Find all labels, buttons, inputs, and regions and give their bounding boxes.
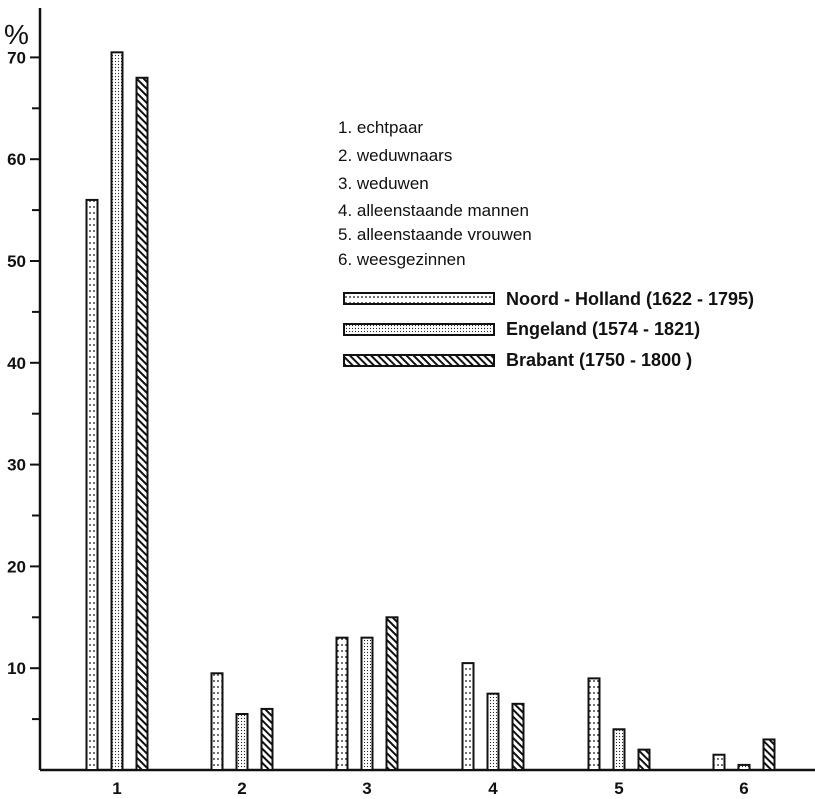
- y-axis-unit-label: %: [4, 19, 29, 50]
- bar-2-cat-4: [486, 692, 500, 772]
- bar-2-cat-5: [612, 728, 626, 772]
- category-key: 1. echtpaar 2. weduwnaars 3. weduwen 4. …: [338, 118, 532, 269]
- x-tick-label: 3: [362, 779, 371, 798]
- x-ticks: 1 2 3 4 5 6: [112, 779, 748, 798]
- legend-label-noord-holland: Noord - Holland (1622 - 1795): [506, 289, 754, 309]
- y-tick-label: 20: [7, 557, 26, 576]
- bar-1-cat-5: [587, 677, 601, 772]
- y-axis: 10 20 30 40 50 60 70 %: [4, 8, 42, 770]
- bar-2-cat-6: [737, 763, 751, 771]
- category-key-item-3: 3. weduwen: [338, 174, 429, 193]
- y-tick-label: 50: [7, 252, 26, 271]
- bars: [85, 51, 776, 772]
- category-key-item-5: 5. alleenstaande vrouwen: [338, 225, 532, 244]
- legend-swatch-noord-holland: [343, 292, 495, 305]
- x-tick-label: 1: [112, 779, 121, 798]
- category-key-item-6: 6. weesgezinnen: [338, 250, 466, 269]
- bar-3-cat-3: [385, 616, 399, 771]
- bar-1-cat-1: [85, 198, 99, 772]
- bar-2-cat-2: [235, 713, 249, 772]
- bar-3-cat-5: [637, 748, 651, 772]
- bar-2-cat-3: [360, 636, 374, 771]
- bar-3-cat-4: [511, 702, 525, 772]
- x-tick-label: 5: [614, 779, 623, 798]
- series-legend: Noord - Holland (1622 - 1795) Engeland (…: [343, 289, 754, 370]
- x-axis: 1 2 3 4 5 6: [40, 768, 815, 798]
- bar-1-cat-6: [712, 753, 726, 771]
- legend: 1. echtpaar 2. weduwnaars 3. weduwen 4. …: [338, 118, 754, 370]
- legend-label-brabant: Brabant (1750 - 1800 ): [506, 350, 692, 370]
- x-tick-label: 2: [237, 779, 246, 798]
- category-key-item-1: 1. echtpaar: [338, 118, 423, 137]
- bar-1-cat-4: [461, 662, 475, 771]
- bar-3-cat-2: [260, 707, 274, 771]
- bar-1-cat-3: [335, 636, 349, 771]
- legend-swatch-engeland: [343, 323, 495, 336]
- category-key-item-2: 2. weduwnaars: [338, 146, 452, 165]
- legend-label-engeland: Engeland (1574 - 1821): [506, 319, 700, 339]
- bar-1-cat-2: [210, 672, 224, 771]
- bar-3-cat-6: [762, 738, 776, 772]
- y-tick-label: 10: [7, 659, 26, 678]
- category-key-item-4: 4. alleenstaande mannen: [338, 201, 529, 220]
- x-tick-label: 4: [488, 779, 498, 798]
- y-tick-label: 40: [7, 354, 26, 373]
- y-tick-label: 70: [7, 48, 26, 67]
- legend-swatch-brabant: [343, 354, 495, 367]
- bar-2-cat-1: [110, 51, 124, 772]
- y-ticks: 10 20 30 40 50 60 70: [7, 48, 40, 721]
- bar-3-cat-1: [135, 76, 149, 771]
- y-tick-label: 30: [7, 456, 26, 475]
- y-tick-label: 60: [7, 150, 26, 169]
- x-tick-label: 6: [739, 779, 748, 798]
